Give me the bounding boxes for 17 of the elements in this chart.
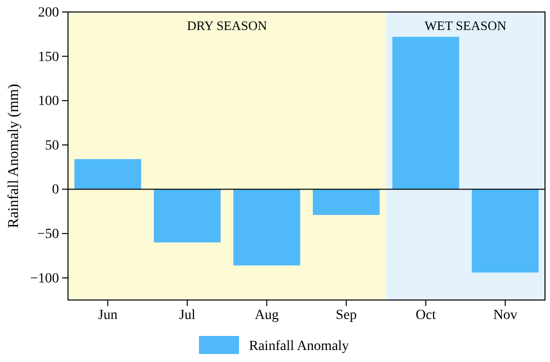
x-tick-label: Sep [336,308,357,323]
legend-label: Rainfall Anomaly [249,339,349,354]
y-tick-label: 0 [52,182,59,198]
y-axis-title: Rainfall Anomaly (mm) [6,84,22,228]
x-tick-label: Aug [254,308,279,323]
y-tick-label: −100 [30,271,59,286]
y-tick-label: 50 [45,138,59,154]
x-tick-label: Jun [98,308,118,323]
y-tick-label: −50 [37,227,59,242]
y-tick-label: 100 [38,94,59,110]
x-tick-label: Jul [179,308,196,323]
x-tick-label: Oct [416,308,436,323]
y-tick-label: 200 [38,5,59,20]
y-tick-label: 150 [38,50,59,65]
x-tick-label: Nov [493,308,518,323]
band-label: WET SEASON [424,18,507,33]
band-label: DRY SEASON [186,18,268,33]
